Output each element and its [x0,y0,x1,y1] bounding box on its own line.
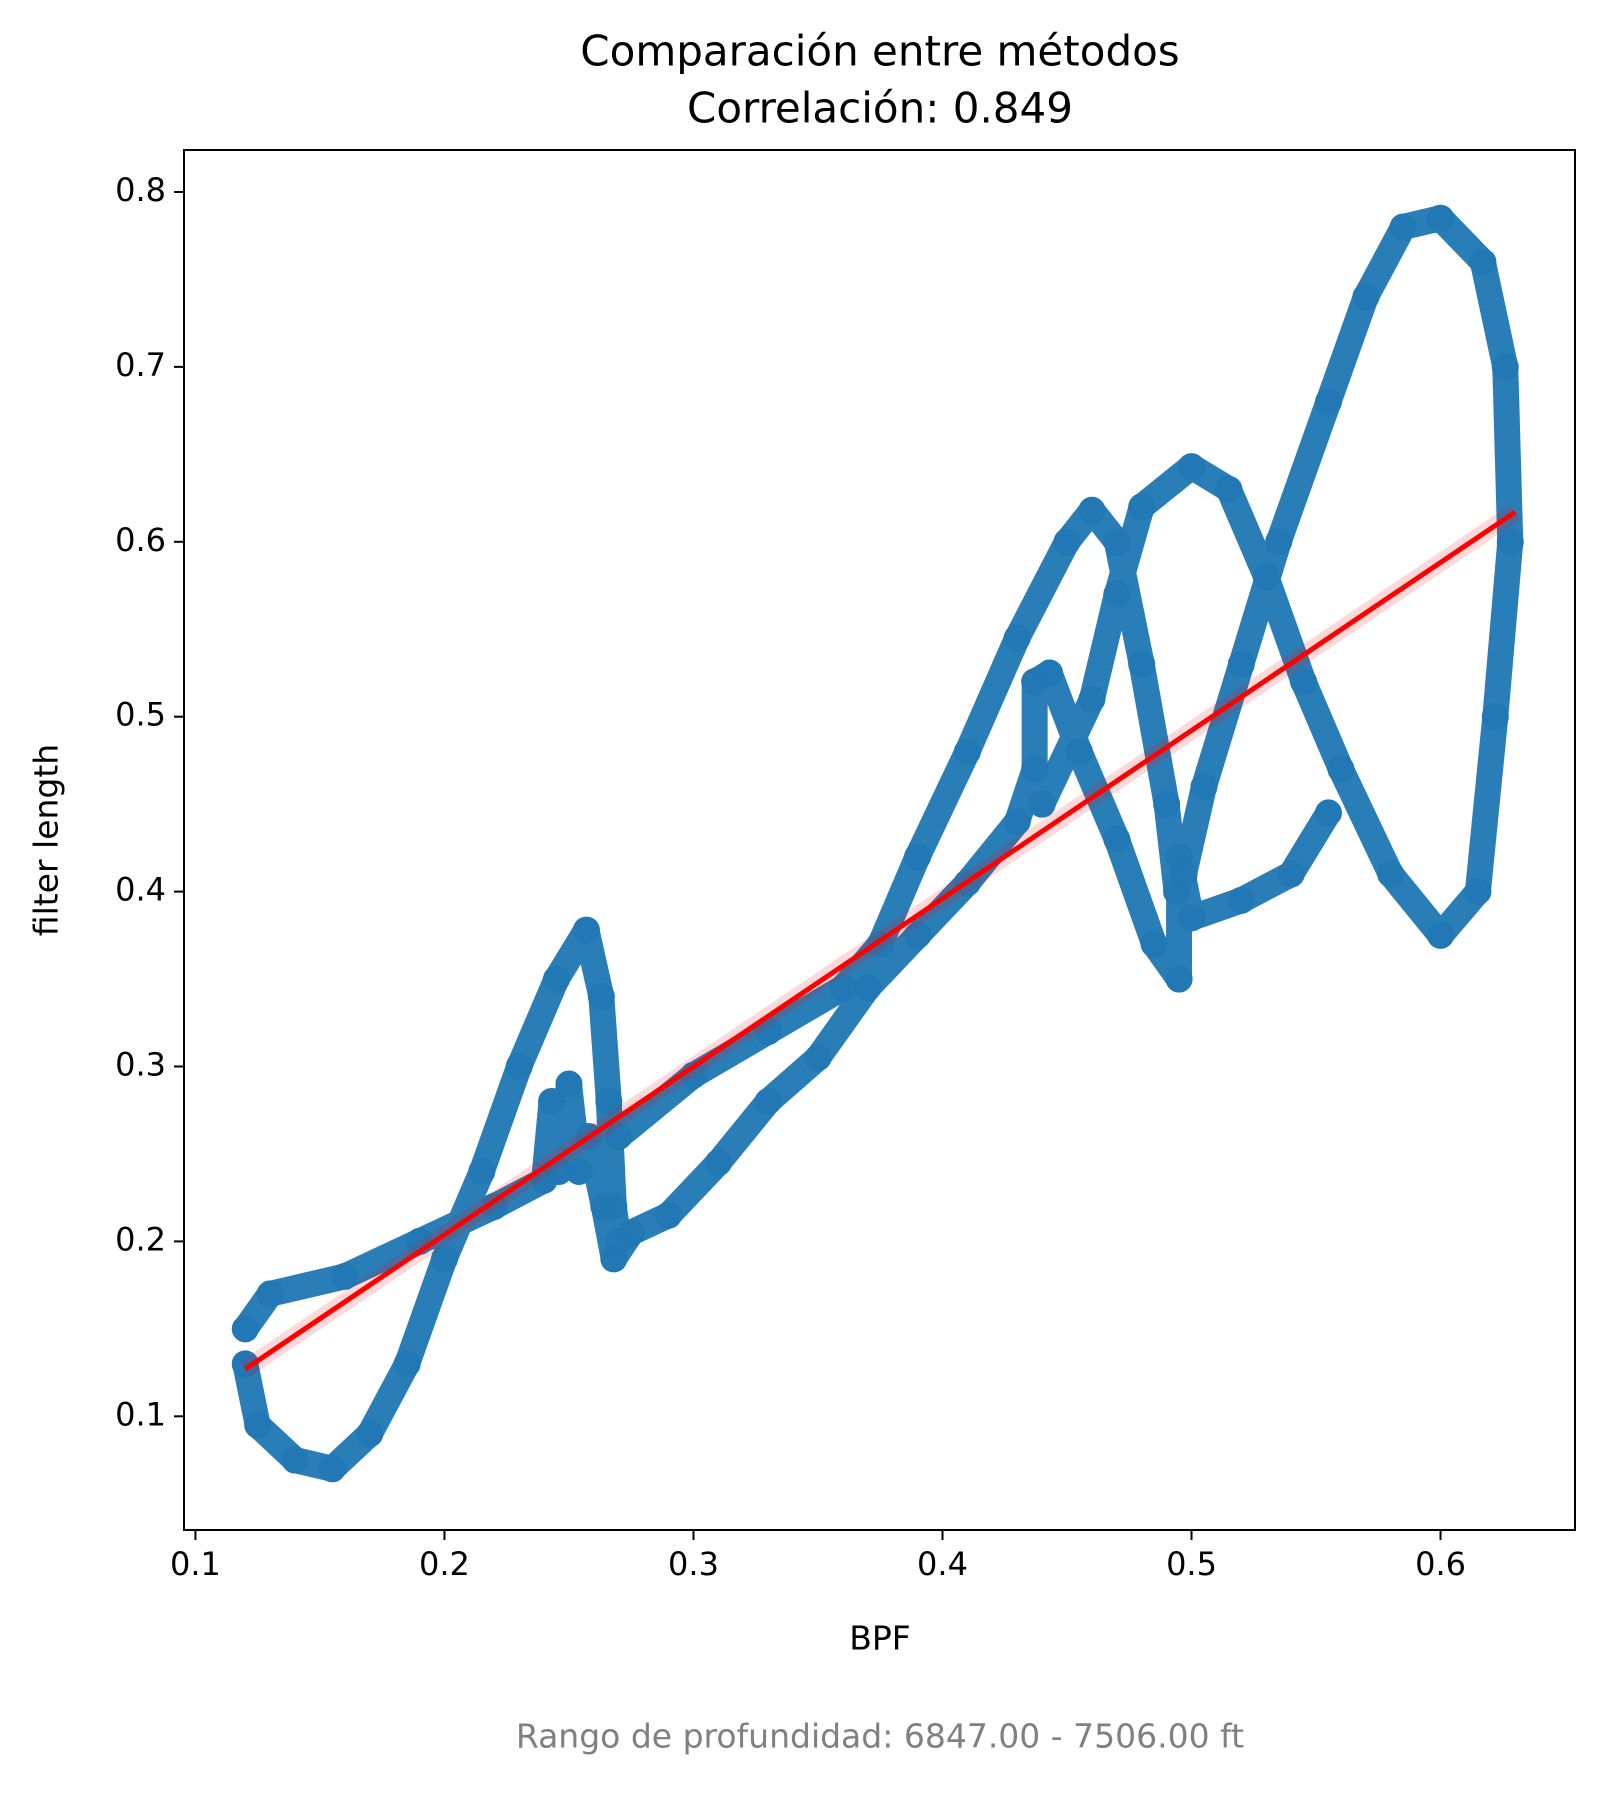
point [1277,860,1305,888]
point [1178,904,1206,932]
point [1103,528,1131,556]
point [1078,496,1106,524]
point [1003,808,1031,836]
chart-title: Comparación entre métodos [580,27,1179,76]
point [704,1149,732,1177]
point [1481,703,1509,731]
point [1427,204,1455,232]
y-tick-label: 0.3 [115,1046,166,1084]
point [1427,921,1455,949]
point [1140,930,1168,958]
point [480,1192,508,1220]
point [904,843,932,871]
point [318,1455,346,1483]
point [1496,528,1524,556]
point [1314,799,1342,827]
point [1215,475,1243,503]
point [1314,388,1342,416]
footnote: Rango de profundidad: 6847.00 - 7506.00 … [516,1717,1244,1756]
point [829,974,857,1002]
point [1227,886,1255,914]
point [555,1070,583,1098]
point [505,1053,533,1081]
y-tick-label: 0.8 [115,171,166,209]
point [600,1192,628,1220]
point [331,1262,359,1290]
point [1327,755,1355,783]
point [1290,668,1318,696]
point [1103,580,1131,608]
point [605,1122,633,1150]
point [572,916,600,944]
point [1036,659,1064,687]
point [1170,860,1198,888]
point [430,1245,458,1273]
point [1128,650,1156,678]
point [754,1087,782,1115]
point [854,974,882,1002]
point [1469,248,1497,276]
point [1165,965,1193,993]
point [231,1315,259,1343]
plot-frame [183,149,1576,1531]
point [1021,755,1049,783]
point [1053,528,1081,556]
y-tick-label: 0.2 [115,1220,166,1258]
x-tick-label: 0.4 [917,1545,968,1583]
point [1103,825,1131,853]
point [543,965,571,993]
point [1352,283,1380,311]
x-tick-label: 0.1 [170,1545,221,1583]
point [244,1411,272,1439]
point [605,1227,633,1255]
point [1190,773,1218,801]
point [1377,860,1405,888]
y-axis-label: filter length [27,744,66,936]
x-axis-label: BPF [849,1619,911,1658]
point [1153,790,1181,818]
point [595,1087,623,1115]
point [393,1350,421,1378]
point [468,1157,496,1185]
point [1178,453,1206,481]
point [904,921,932,949]
point [565,1157,593,1185]
y-tick-label: 0.4 [115,871,166,909]
y-tick-label: 0.1 [115,1395,166,1433]
point [953,738,981,766]
point [587,983,615,1011]
x-tick-label: 0.3 [668,1545,719,1583]
x-tick-label: 0.5 [1166,1545,1217,1583]
y-tick-label: 0.7 [115,346,166,384]
point [231,1350,259,1378]
point [1065,738,1093,766]
point [538,1087,566,1115]
point [1265,528,1293,556]
point [356,1420,384,1448]
point [804,1044,832,1072]
point [1028,790,1056,818]
point [1003,624,1031,652]
point [1078,685,1106,713]
point [1491,353,1519,381]
y-tick-label: 0.5 [115,696,166,734]
y-tick-label: 0.6 [115,521,166,559]
x-tick-label: 0.6 [1415,1545,1466,1583]
point [1464,878,1492,906]
point [1227,650,1255,678]
point [1389,213,1417,241]
point [1252,563,1280,591]
point [1128,493,1156,521]
chart-subtitle: Correlación: 0.849 [687,84,1073,133]
point [256,1280,284,1308]
point [655,1201,683,1229]
regression-line [243,509,1517,1372]
x-tick-label: 0.2 [419,1545,470,1583]
point [281,1446,309,1474]
